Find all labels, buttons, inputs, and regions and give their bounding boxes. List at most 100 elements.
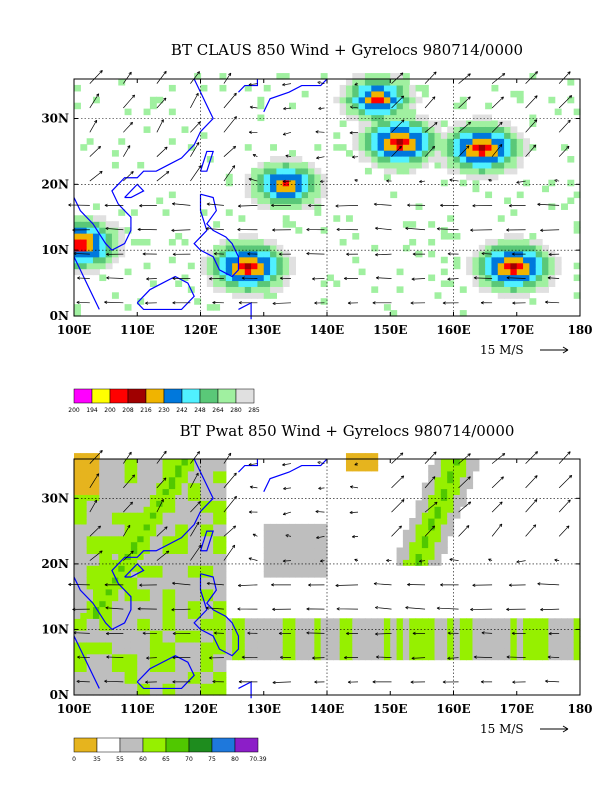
field-cell bbox=[187, 647, 195, 655]
field-cell bbox=[219, 482, 227, 490]
field-cell bbox=[105, 588, 113, 596]
field-cell bbox=[270, 274, 277, 282]
field-cell bbox=[80, 464, 88, 472]
field-cell bbox=[257, 167, 265, 175]
field-cell bbox=[371, 636, 379, 643]
field-cell bbox=[282, 179, 290, 187]
wind-vector bbox=[511, 252, 526, 256]
field-cell bbox=[181, 612, 189, 619]
field-cell bbox=[219, 541, 227, 549]
field-cell bbox=[466, 150, 474, 157]
field-cell bbox=[213, 612, 221, 619]
field-cell bbox=[333, 280, 341, 287]
field-cell bbox=[301, 185, 309, 193]
field-cell bbox=[497, 624, 505, 631]
field-cell bbox=[213, 286, 221, 293]
field-cell bbox=[371, 84, 379, 92]
field-cell bbox=[219, 529, 227, 537]
field-cell bbox=[137, 535, 145, 543]
field-cell bbox=[219, 594, 227, 602]
field-cell bbox=[320, 280, 328, 287]
field-cell bbox=[371, 96, 379, 104]
field-cell bbox=[105, 647, 113, 655]
field-cell bbox=[92, 547, 100, 554]
field-cell bbox=[402, 114, 410, 122]
field-cell bbox=[74, 256, 81, 264]
wind-vector bbox=[156, 70, 167, 84]
field-cell bbox=[219, 659, 227, 667]
field-cell bbox=[143, 523, 151, 531]
field-cell bbox=[86, 541, 94, 549]
field-cell bbox=[86, 268, 94, 276]
field-cell bbox=[371, 126, 379, 133]
field-cell bbox=[561, 653, 568, 661]
field-cell bbox=[162, 571, 170, 578]
field-cell bbox=[409, 167, 417, 175]
field-cell bbox=[396, 132, 404, 139]
field-cell bbox=[440, 512, 448, 519]
field-cell bbox=[301, 653, 309, 661]
field-cell bbox=[263, 624, 271, 631]
colorbar-swatch bbox=[217, 388, 237, 404]
field-cell bbox=[314, 191, 322, 199]
field-cell bbox=[333, 653, 341, 661]
field-cell bbox=[358, 630, 366, 637]
field-cell bbox=[86, 470, 94, 478]
field-cell bbox=[364, 641, 372, 649]
field-cell bbox=[219, 512, 227, 519]
field-cell bbox=[364, 96, 372, 104]
field-cell bbox=[238, 641, 246, 649]
field-cell bbox=[472, 280, 480, 287]
field-cell bbox=[466, 624, 474, 631]
field-cell bbox=[168, 559, 176, 566]
field-cell bbox=[219, 84, 227, 92]
field-cell bbox=[478, 167, 486, 175]
field-cell bbox=[213, 641, 221, 649]
y-tick-label: 30N bbox=[41, 112, 69, 126]
field-cell bbox=[130, 689, 138, 696]
field-cell bbox=[130, 647, 138, 655]
field-cell bbox=[99, 618, 107, 625]
field-cell bbox=[377, 144, 385, 151]
field-cell bbox=[105, 233, 113, 240]
field-cell bbox=[276, 179, 284, 187]
field-cell bbox=[181, 683, 189, 690]
field-cell bbox=[453, 126, 461, 133]
field-cell bbox=[118, 541, 126, 549]
field-cell bbox=[320, 641, 328, 649]
field-cell bbox=[111, 671, 119, 678]
field-cell bbox=[200, 689, 208, 696]
field-cell bbox=[516, 132, 524, 139]
field-cell bbox=[402, 221, 410, 228]
field-cell bbox=[428, 553, 436, 560]
field-cell bbox=[396, 167, 404, 175]
field-cell bbox=[428, 523, 436, 531]
field-cell bbox=[175, 582, 183, 590]
y-tick-label: 0N bbox=[50, 309, 69, 323]
field-cell bbox=[371, 641, 379, 649]
field-cell bbox=[282, 529, 290, 537]
field-cell bbox=[421, 529, 429, 537]
field-cell bbox=[295, 565, 303, 572]
wind-vector bbox=[316, 156, 325, 160]
field-cell bbox=[200, 659, 208, 667]
field-cell bbox=[402, 150, 410, 157]
field-cell bbox=[434, 512, 442, 519]
wind-vector bbox=[391, 95, 405, 109]
field-cell bbox=[339, 618, 347, 625]
field-cell bbox=[187, 547, 195, 554]
field-cell bbox=[194, 535, 202, 543]
coastline bbox=[124, 183, 145, 199]
wind-vector bbox=[190, 165, 202, 182]
colorbar-label: 230 bbox=[158, 407, 170, 414]
field-cell bbox=[118, 233, 126, 240]
field-cell bbox=[542, 647, 549, 655]
field-cell bbox=[80, 565, 88, 572]
field-cell bbox=[440, 647, 448, 655]
field-cell bbox=[213, 221, 221, 228]
field-cell bbox=[251, 167, 259, 175]
field-cell bbox=[86, 518, 94, 525]
field-cell bbox=[573, 647, 581, 655]
field-cell bbox=[485, 150, 493, 157]
field-cell bbox=[168, 618, 176, 625]
